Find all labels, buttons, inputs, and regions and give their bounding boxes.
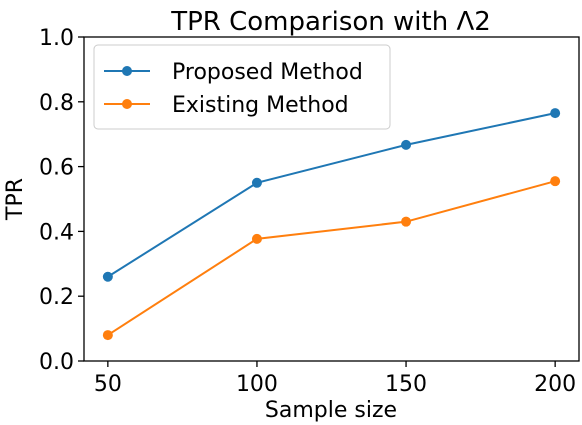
legend-marker — [122, 66, 132, 76]
series-0 — [102, 108, 561, 282]
chart-title: TPR Comparison with Λ2 — [170, 7, 491, 37]
x-tick-label: 150 — [385, 372, 427, 397]
y-tick-label: 0.8 — [39, 91, 74, 116]
legend-frame — [93, 44, 391, 130]
legend-label: Existing Method — [172, 93, 349, 118]
series-line — [107, 180, 556, 336]
data-point — [102, 330, 113, 341]
series-line — [107, 112, 556, 278]
data-point — [251, 177, 262, 188]
legend-marker — [122, 99, 132, 109]
series-1 — [102, 176, 561, 341]
series-layer — [102, 108, 561, 341]
legend: Proposed Method Existing Method — [93, 44, 391, 130]
data-point — [401, 216, 412, 227]
y-tick-label: 0.6 — [39, 156, 74, 181]
data-point — [102, 271, 113, 282]
data-point — [550, 176, 561, 187]
x-tick-label: 100 — [236, 372, 278, 397]
y-tick-label: 0.4 — [39, 220, 74, 245]
y-tick-label: 1.0 — [39, 26, 74, 51]
y-axis: 0.0 0.2 0.4 0.6 0.8 1.0 — [39, 26, 84, 375]
legend-entry-1: Existing Method — [104, 93, 349, 118]
x-axis: 50 100 150 200 — [94, 361, 576, 397]
y-axis-label: TPR — [3, 178, 28, 221]
data-point — [550, 108, 561, 119]
x-tick-label: 200 — [534, 372, 576, 397]
x-tick-label: 50 — [94, 372, 122, 397]
y-tick-label: 0.2 — [39, 285, 74, 310]
plot-area-frame — [83, 36, 580, 362]
legend-label: Proposed Method — [172, 60, 363, 85]
y-tick-label: 0.0 — [39, 350, 74, 375]
legend-entry-0: Proposed Method — [104, 60, 363, 85]
data-point — [251, 233, 262, 244]
data-point — [401, 139, 412, 150]
x-axis-label: Sample size — [265, 398, 397, 423]
